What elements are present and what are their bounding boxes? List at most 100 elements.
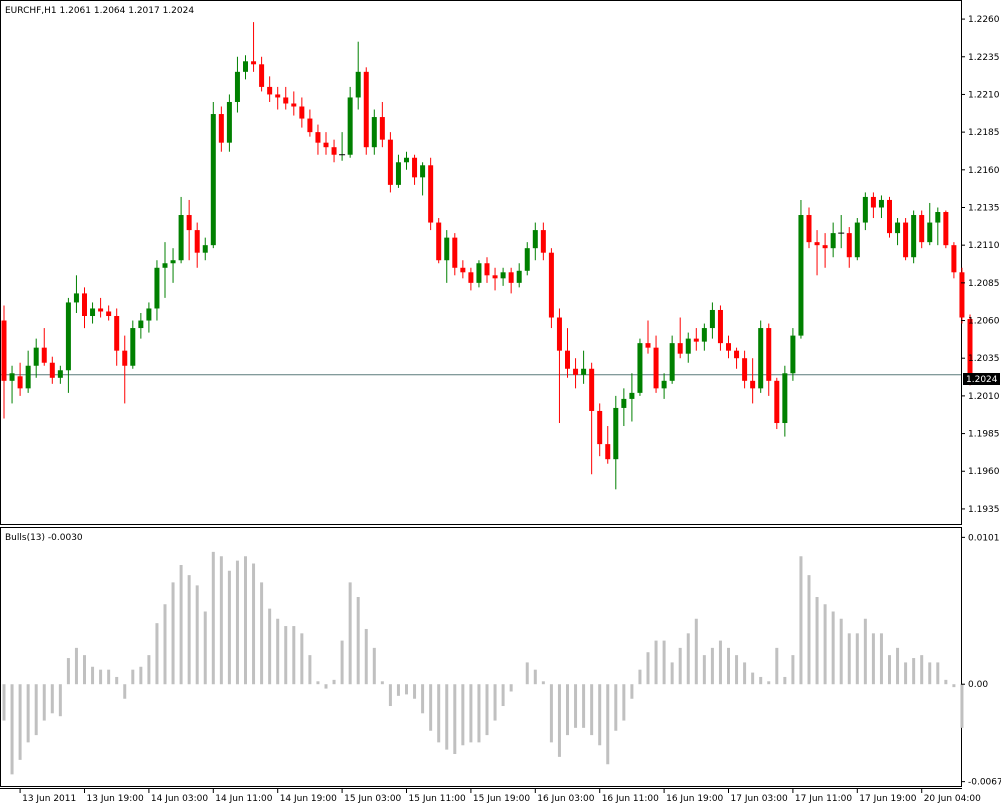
- candle: [927, 202, 933, 246]
- candle-body: [887, 199, 892, 234]
- candle: [57, 365, 63, 384]
- candle: [709, 302, 715, 339]
- candle: [283, 86, 289, 110]
- candlestick-series: [1, 22, 973, 490]
- candle: [106, 305, 112, 321]
- time-tick-label: 15 Jun 11:00: [409, 794, 466, 804]
- candle-body: [468, 272, 474, 283]
- candle-body: [267, 86, 273, 95]
- candle: [33, 338, 39, 378]
- candle: [516, 263, 522, 288]
- candle-body: [774, 380, 780, 424]
- time-tick-label: 15 Jun 03:00: [344, 794, 401, 804]
- price-tick-label: 1.2085: [968, 279, 1000, 289]
- candle-body: [758, 328, 764, 389]
- candle: [685, 332, 691, 363]
- candle-body: [460, 267, 466, 273]
- candle: [782, 365, 788, 437]
- candle: [726, 335, 731, 359]
- time-tick-label: 13 Jun 19:00: [87, 794, 144, 804]
- candle: [734, 347, 740, 369]
- candle-body: [25, 365, 31, 389]
- candle: [82, 287, 87, 329]
- candle-body: [878, 199, 884, 208]
- candle-body: [420, 165, 426, 178]
- candle-body: [307, 118, 313, 133]
- candle: [460, 260, 466, 279]
- candle: [114, 308, 120, 366]
- candle-body: [693, 338, 699, 342]
- candle-body: [806, 215, 812, 243]
- candle-body: [677, 343, 683, 354]
- candle-body: [452, 237, 458, 268]
- candle: [315, 124, 321, 155]
- candle-body: [476, 263, 482, 283]
- candle: [468, 267, 474, 291]
- candle-body: [1, 320, 7, 381]
- candle-body: [65, 302, 71, 371]
- candle-body: [331, 147, 337, 155]
- candle: [387, 132, 393, 193]
- candle: [500, 267, 506, 286]
- candle: [226, 94, 232, 152]
- price-tick-label: 1.2185: [968, 128, 1000, 138]
- main-chart-title: EURCHF,H1 1.2061 1.2064 1.2017 1.2024: [5, 6, 194, 16]
- candle: [621, 388, 627, 427]
- price-tick-label: 1.2010: [968, 392, 1000, 402]
- candle-body: [379, 117, 385, 140]
- candle: [436, 218, 442, 264]
- candle: [98, 297, 104, 318]
- candle: [645, 320, 651, 354]
- candle-body: [581, 368, 587, 375]
- candle: [742, 350, 748, 389]
- candle-body: [404, 157, 409, 163]
- candle-body: [436, 222, 442, 261]
- candle: [693, 328, 699, 351]
- candle-body: [790, 335, 796, 374]
- candle: [202, 237, 208, 261]
- candle: [251, 22, 257, 72]
- candle: [822, 233, 828, 268]
- candle: [565, 328, 570, 378]
- candle: [9, 365, 15, 404]
- candle-body: [412, 157, 418, 178]
- candle-body: [524, 248, 530, 271]
- candle: [870, 192, 876, 219]
- candle-body: [573, 368, 579, 375]
- candle-body: [742, 358, 748, 381]
- candle: [41, 328, 47, 366]
- candle-body: [540, 230, 546, 253]
- candle-body: [589, 368, 595, 411]
- candle: [774, 377, 780, 430]
- candle-body: [251, 61, 257, 65]
- candle: [838, 215, 845, 249]
- price-axis: 1.2260 1.2235 1.2210 1.2185 1.2160 1.2135 1.21…: [961, 15, 1000, 515]
- price-tick-label: 1.1960: [968, 467, 1000, 477]
- candle: [548, 248, 554, 329]
- candle: [758, 320, 764, 393]
- candle: [589, 362, 595, 475]
- candle: [243, 55, 248, 80]
- candle-body: [927, 222, 933, 243]
- candle-body: [315, 132, 321, 143]
- candle: [540, 222, 546, 261]
- candle: [814, 230, 820, 276]
- price-tick-label: 1.1935: [968, 505, 1000, 515]
- candle: [138, 312, 144, 339]
- candle-body: [750, 380, 756, 389]
- candle: [556, 308, 562, 424]
- candle: [573, 358, 579, 389]
- candle: [363, 67, 369, 155]
- candle: [492, 267, 498, 291]
- candle-body: [210, 114, 216, 246]
- candle: [395, 154, 401, 188]
- candle-body: [323, 142, 329, 148]
- indicator-axis: 0.0101 0.00 -0.0067: [961, 533, 1001, 788]
- candle: [130, 320, 136, 369]
- candle-body: [484, 263, 490, 276]
- candle: [210, 101, 216, 249]
- candle: [484, 257, 490, 283]
- candle-body: [146, 308, 152, 321]
- price-tick-label: 1.2035: [968, 354, 1000, 364]
- candle: [629, 373, 635, 422]
